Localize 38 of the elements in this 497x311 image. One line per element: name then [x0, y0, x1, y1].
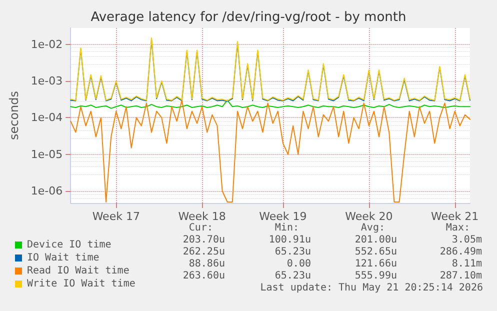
legend-label: Read IO Wait time	[27, 266, 130, 276]
text: Min:	[274, 222, 299, 234]
text: 65.23u	[274, 270, 311, 282]
text: 8.11m	[452, 258, 482, 270]
x-tick-label: Week 18	[178, 210, 226, 223]
text: Avg:	[360, 222, 385, 234]
x-tick-label: Week 21	[431, 210, 479, 223]
y-axis-title: seconds	[7, 90, 21, 140]
text: Max:	[446, 222, 470, 234]
line-series	[70, 100, 470, 109]
text: 3.05m	[452, 234, 482, 246]
text: 121.66u	[354, 258, 397, 270]
x-tick-label: Week 19	[259, 210, 307, 223]
y-tick-label: 1e-03	[30, 74, 63, 88]
text: 100.91u	[268, 234, 311, 246]
text: 287.10m	[440, 270, 482, 282]
y-tick-label: 1e-06	[30, 184, 63, 198]
text: 286.49m	[440, 246, 482, 258]
text: 555.99u	[354, 270, 397, 282]
chart-title: Average latency for /dev/ring-vg/root - by month	[90, 10, 406, 25]
text: 203.70u	[182, 234, 225, 246]
text: 65.23u	[274, 246, 311, 258]
text: 263.60u	[182, 270, 225, 282]
text: Cur:	[188, 222, 213, 234]
y-tick-label: 1e-05	[30, 148, 63, 161]
x-tick-label: Week 17	[92, 210, 140, 223]
legend-label: Device IO time	[27, 240, 112, 250]
text: 552.65u	[354, 246, 397, 258]
legend-label: Write IO Wait time	[27, 278, 136, 290]
text: 0.00	[286, 258, 311, 270]
text: 262.25u	[182, 246, 225, 258]
legend-label: IO Wait time	[27, 252, 100, 264]
y-tick-label: 1e-04	[30, 111, 63, 124]
text: 88.86u	[188, 258, 225, 270]
x-tick-label: Week 20	[345, 210, 393, 223]
text: 201.00u	[354, 234, 397, 246]
y-tick-label: 1e-02	[30, 38, 63, 51]
text: Last update: Thu May 21 20:25:14 2026	[260, 282, 483, 294]
